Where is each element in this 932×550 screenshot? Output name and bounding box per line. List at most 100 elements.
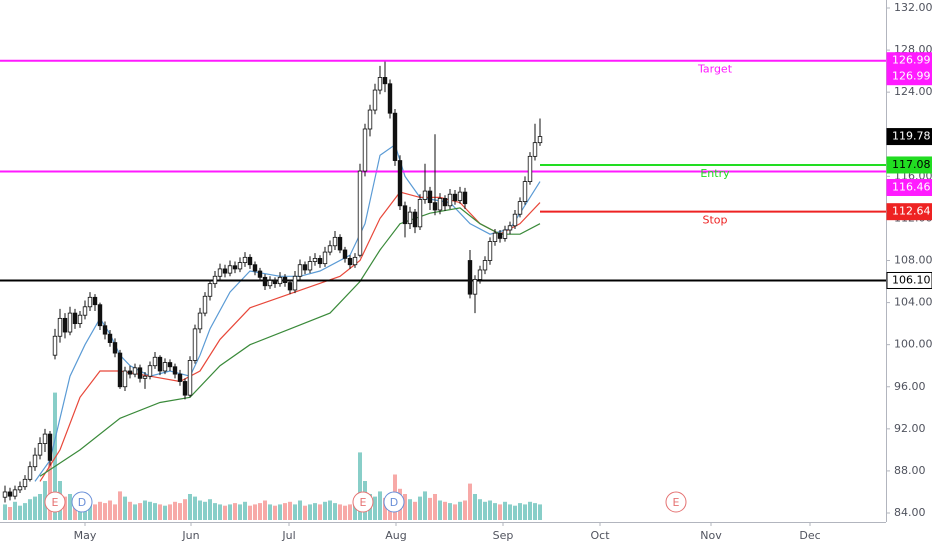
volume-bar [243, 501, 247, 520]
candle-body [352, 256, 358, 266]
candle-body [32, 454, 38, 468]
volume-bar [158, 504, 162, 520]
volume-bar [3, 504, 7, 520]
volume-bar [143, 500, 147, 520]
candle-body [17, 486, 23, 491]
volume-bar [108, 500, 112, 520]
candle-body [272, 280, 278, 285]
event-label: D [390, 496, 398, 509]
x-tick-label: Jul [281, 529, 295, 542]
candle-body [192, 328, 198, 361]
volume-bar [93, 504, 97, 520]
volume-bar [148, 501, 152, 520]
y-tick-label: 84.00 [894, 506, 926, 519]
event-marker [352, 491, 374, 513]
level-label: Stop [702, 214, 727, 227]
candle-body [532, 142, 538, 157]
volume-bar [473, 494, 477, 520]
price-tag [886, 68, 932, 86]
volume-bar [493, 503, 497, 520]
candle-body [212, 275, 218, 285]
candle-body [72, 312, 78, 325]
candle-body [27, 466, 33, 480]
price-tag-label: 116.46 [892, 180, 931, 193]
candle-body [487, 241, 493, 261]
candle-body [537, 136, 543, 144]
price-tag-label: 117.08 [892, 158, 931, 171]
candle-body [262, 276, 268, 287]
candle-body [362, 128, 368, 172]
volume-bar [73, 501, 77, 520]
candle-body [472, 279, 478, 295]
volume-bar [288, 501, 292, 520]
candle-body [162, 362, 168, 372]
volume-bar [438, 500, 442, 520]
volume-bar [293, 504, 297, 520]
candle-body [452, 193, 458, 201]
candle-body [437, 198, 443, 211]
candle-body [137, 367, 143, 379]
volume-bar [483, 501, 487, 520]
volume-bar [508, 504, 512, 520]
candle-body [247, 256, 253, 266]
candle-body [57, 317, 63, 337]
x-tick-label: Sep [493, 529, 514, 542]
candle-body [257, 270, 263, 278]
volume-bar [213, 503, 217, 520]
candle-body [152, 356, 158, 367]
volume-bar [313, 503, 317, 520]
candle-body [407, 211, 413, 225]
volume-bar [63, 496, 67, 520]
event-marker [383, 491, 405, 513]
candle-body [497, 232, 503, 239]
candle-body [42, 433, 48, 444]
volume-bar [133, 504, 137, 520]
volume-bar [38, 494, 42, 520]
price-tag-label: 126.99 [892, 70, 931, 83]
x-tick-label: Jun [181, 529, 199, 542]
volume-bar [68, 494, 72, 520]
candle-body [377, 77, 383, 91]
candle-body [12, 489, 18, 497]
candle-body [457, 191, 463, 201]
candle-body [277, 276, 283, 285]
candle-body [462, 191, 468, 205]
candle-body [412, 211, 418, 228]
candle-body [427, 190, 433, 204]
candle-body [307, 261, 313, 271]
candle-body [52, 335, 58, 356]
candle-body [527, 155, 533, 182]
volume-bar [523, 504, 527, 520]
candle-body [327, 245, 333, 253]
volume-bar [503, 501, 507, 520]
candle-body [122, 370, 128, 388]
candle-body [147, 365, 153, 377]
volume-bar [463, 500, 467, 520]
volume-bar [373, 496, 377, 520]
candle-body [502, 229, 508, 239]
volume-bar [408, 499, 412, 520]
candle-body [47, 433, 53, 461]
volume-bar [113, 504, 117, 520]
candle-body [67, 312, 73, 333]
x-tick-label: Oct [590, 529, 610, 542]
candle-body [422, 190, 428, 200]
candle-body [442, 198, 448, 207]
volume-bar [33, 496, 37, 520]
candle-body [2, 491, 8, 498]
candle-body [382, 77, 388, 85]
candle-body [202, 295, 208, 314]
volume-bar [403, 494, 407, 520]
volume-bar [173, 501, 177, 520]
candle-body [97, 304, 103, 327]
volume-bar [318, 504, 322, 520]
candle-body [292, 275, 298, 291]
candle-body [392, 112, 398, 161]
volume-bar [383, 497, 387, 520]
volume-bar [518, 503, 522, 520]
candle-body [37, 443, 43, 456]
y-tick-label: 88.00 [894, 464, 926, 477]
volume-bar [338, 504, 342, 520]
volume-bar [103, 503, 107, 520]
